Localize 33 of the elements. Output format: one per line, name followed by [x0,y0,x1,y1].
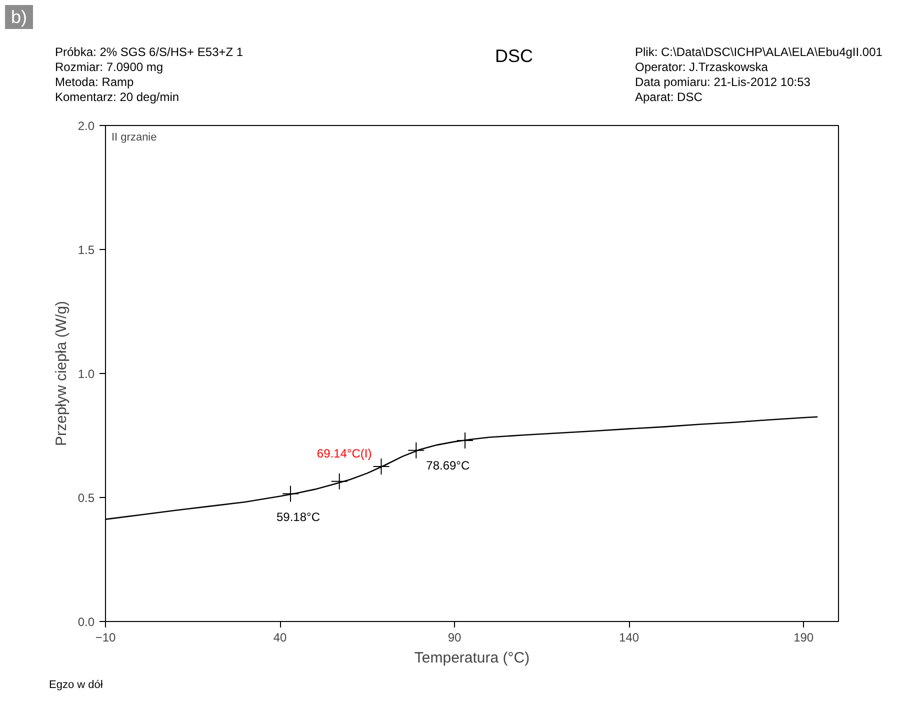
y-axis-title: Przepływ ciepła (W/g) [52,300,70,446]
x-tick-label: −10 [95,630,116,644]
point [330,472,348,490]
point [372,458,390,475]
x-axis-title: Temperatura (°C) [414,650,530,666]
text: Rozmiar: 7.0900 mg [55,60,164,75]
text: b) [5,5,34,29]
point [282,485,299,502]
line-series [106,416,818,520]
annotation: 59.18°C [276,510,320,524]
annotation: II grzanie [112,132,157,144]
text: Egzo w dół [49,678,103,693]
chart-title: DSC [495,45,534,67]
x-tick-label: 140 [619,630,640,644]
text: Aparat: DSC [635,90,704,105]
text: Próbka: 2% SGS 6/S/HS+ E53+Z 1 [55,45,244,60]
y-tick-label: 0.0 [78,615,95,629]
y-tick-label: 2.0 [78,119,95,133]
y-tick-label: 1.5 [78,243,95,257]
x-tick-label: 90 [448,630,462,644]
annotation: 78.69°C [426,458,470,472]
text: Operator: J.Trzaskowska [635,60,769,75]
point [456,432,474,449]
x-tick-label: 190 [794,630,814,644]
text: Metoda: Ramp [55,75,135,90]
text: Data pomiaru: 21-Lis-2012 10:53 [635,75,812,90]
annotation: 69.14°C(I) [316,446,372,460]
point [408,442,425,459]
text: Plik: C:\Data\DSC\ICHP\ALA\ELA\Ebu4gII.001 [635,45,882,60]
x-tick-label: 40 [273,630,288,644]
y-tick-label: 1.0 [78,367,95,381]
y-tick-label: 0.5 [78,491,95,505]
text: Komentarz: 20 deg/min [55,90,180,105]
